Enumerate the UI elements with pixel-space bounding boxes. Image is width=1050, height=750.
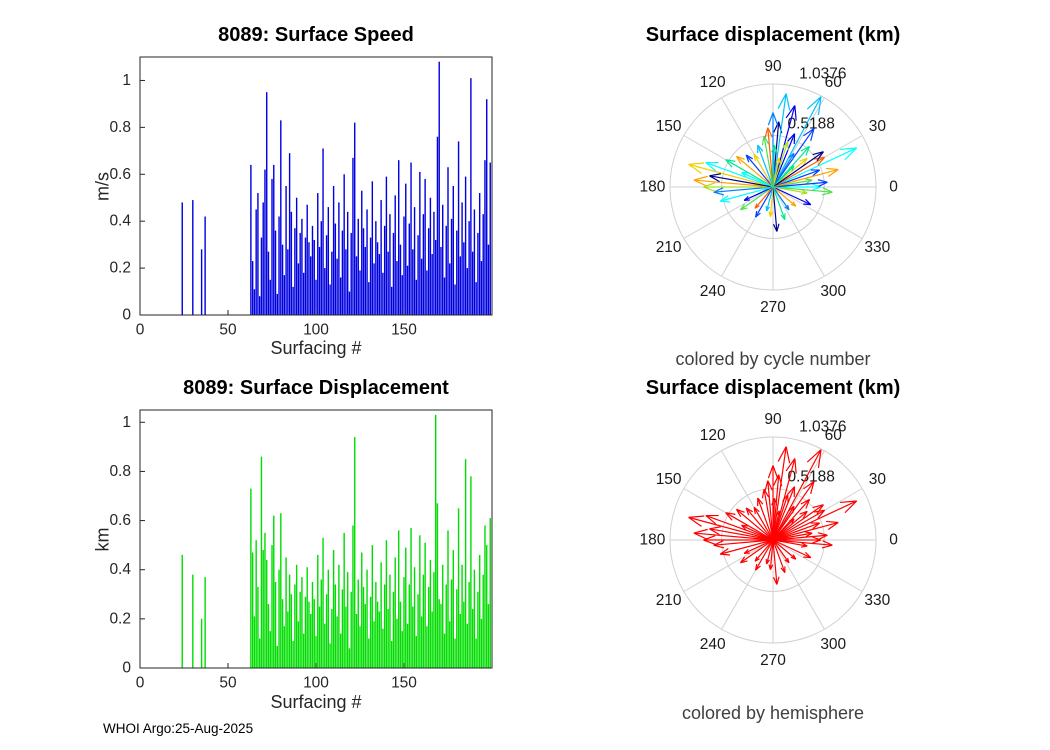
svg-text:0.8: 0.8 bbox=[109, 119, 131, 136]
svg-text:330: 330 bbox=[864, 592, 890, 609]
svg-text:0: 0 bbox=[122, 307, 131, 324]
displacement-ylabel: km bbox=[92, 527, 113, 552]
footer-stamp: WHOI Argo:25-Aug-2025 bbox=[103, 721, 254, 736]
svg-text:0: 0 bbox=[889, 532, 898, 549]
speed-ylabel: m/s bbox=[92, 172, 113, 201]
svg-text:60: 60 bbox=[825, 427, 843, 444]
svg-text:0: 0 bbox=[136, 674, 145, 691]
svg-text:0: 0 bbox=[889, 179, 898, 196]
svg-text:1: 1 bbox=[122, 72, 131, 89]
svg-text:240: 240 bbox=[700, 283, 726, 300]
svg-text:1.0376: 1.0376 bbox=[799, 65, 846, 82]
polar-by-cycle-plot: 0 30 60 90 120 150 180 210 240 270 300 330 0.5188 1.0… bbox=[640, 58, 899, 316]
svg-text:50: 50 bbox=[219, 674, 237, 691]
svg-text:0: 0 bbox=[136, 321, 145, 338]
polar-hemisphere-caption: colored by hemisphere bbox=[681, 703, 865, 723]
polar-cycle-title: Surface displacement (km) bbox=[645, 24, 901, 46]
svg-text:330: 330 bbox=[864, 239, 890, 256]
svg-text:150: 150 bbox=[656, 471, 682, 488]
svg-text:0.2: 0.2 bbox=[109, 610, 131, 627]
svg-text:60: 60 bbox=[825, 74, 843, 91]
svg-text:120: 120 bbox=[700, 74, 726, 91]
svg-text:50: 50 bbox=[219, 321, 237, 338]
svg-text:120: 120 bbox=[700, 427, 726, 444]
svg-text:150: 150 bbox=[391, 674, 417, 691]
surface-speed-plot: 0 50 100 150 0 0.2 0.4 0.6 0.8 1 bbox=[109, 56, 493, 338]
speed-xlabel: Surfacing # bbox=[270, 338, 362, 358]
svg-text:0.6: 0.6 bbox=[109, 166, 131, 183]
surface-displacement-plot: 0 50 100 150 0 0.2 0.4 0.6 0.8 1 bbox=[109, 409, 493, 691]
svg-text:210: 210 bbox=[656, 592, 682, 609]
svg-text:30: 30 bbox=[869, 471, 887, 488]
svg-text:270: 270 bbox=[760, 299, 786, 316]
svg-text:300: 300 bbox=[820, 283, 846, 300]
svg-text:30: 30 bbox=[869, 118, 887, 135]
displacement-xlabel: Surfacing # bbox=[270, 692, 362, 712]
svg-text:100: 100 bbox=[303, 321, 329, 338]
svg-text:150: 150 bbox=[656, 118, 682, 135]
polar-cycle-caption: colored by cycle number bbox=[675, 349, 871, 369]
svg-text:0.2: 0.2 bbox=[109, 260, 131, 277]
polar-by-hemisphere-plot: 0 30 60 90 120 150 180 210 240 270 300 330 0.5188 1.0… bbox=[640, 411, 899, 669]
svg-text:0.5188: 0.5188 bbox=[788, 469, 835, 486]
svg-text:300: 300 bbox=[820, 636, 846, 653]
svg-text:0: 0 bbox=[122, 660, 131, 677]
svg-text:240: 240 bbox=[700, 636, 726, 653]
svg-text:0.4: 0.4 bbox=[109, 561, 131, 578]
svg-text:90: 90 bbox=[764, 411, 782, 428]
svg-text:210: 210 bbox=[656, 239, 682, 256]
svg-text:1: 1 bbox=[122, 414, 131, 431]
svg-text:0.8: 0.8 bbox=[109, 463, 131, 480]
displacement-chart-title: 8089: Surface Displacement bbox=[183, 377, 449, 399]
svg-text:180: 180 bbox=[640, 179, 666, 196]
svg-text:90: 90 bbox=[764, 58, 782, 75]
svg-text:150: 150 bbox=[391, 321, 417, 338]
svg-text:180: 180 bbox=[640, 532, 666, 549]
svg-text:0.4: 0.4 bbox=[109, 213, 131, 230]
polar-hemisphere-title: Surface displacement (km) bbox=[645, 377, 901, 399]
svg-text:100: 100 bbox=[303, 674, 329, 691]
svg-text:0.5188: 0.5188 bbox=[788, 116, 835, 133]
svg-text:0.6: 0.6 bbox=[109, 512, 131, 529]
speed-chart-title: 8089: Surface Speed bbox=[218, 24, 414, 46]
svg-text:270: 270 bbox=[760, 652, 786, 669]
svg-text:1.0376: 1.0376 bbox=[799, 418, 846, 435]
